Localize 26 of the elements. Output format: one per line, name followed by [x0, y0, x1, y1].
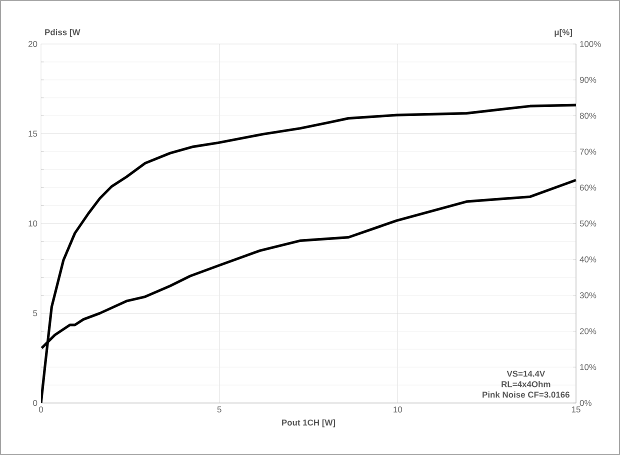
- annotation: RL=4x4Ohm: [502, 380, 550, 388]
- y2-tick-label: 80%: [580, 112, 596, 119]
- y-tick-label: 15: [28, 130, 38, 137]
- x-tick-label: 5: [217, 406, 222, 412]
- y-tick-label: 20: [28, 41, 38, 47]
- x-tick-label: 15: [572, 406, 580, 412]
- y2-tick-label: 100%: [580, 41, 601, 47]
- annotation: VS=14.4V: [506, 370, 546, 377]
- y2-tick-label: 0%: [580, 400, 592, 406]
- y-tick-label: 5: [33, 310, 38, 316]
- y2-tick-label: 70%: [580, 148, 596, 155]
- y-axis-title: Pdiss [W: [45, 28, 80, 37]
- y2-tick-label: 10%: [580, 364, 596, 370]
- y2-tick-label: 30%: [580, 292, 596, 298]
- y-tick-label: 0: [33, 400, 38, 406]
- y-tick-label: 10: [28, 220, 38, 226]
- y2-tick-label: 90%: [580, 76, 596, 83]
- x-axis-title: Pout 1CH [W]: [282, 419, 336, 428]
- y2-tick-label: 40%: [580, 256, 596, 262]
- x-tick-label: 0: [38, 406, 44, 413]
- x-tick-label: 10: [394, 406, 402, 413]
- y2-tick-label: 50%: [580, 220, 596, 226]
- y2-axis-title: μ[%]: [554, 28, 572, 37]
- y2-tick-label: 20%: [580, 328, 596, 334]
- y2-tick-label: 60%: [580, 184, 596, 191]
- annotation: Pink Noise CF=3.0166: [482, 391, 570, 398]
